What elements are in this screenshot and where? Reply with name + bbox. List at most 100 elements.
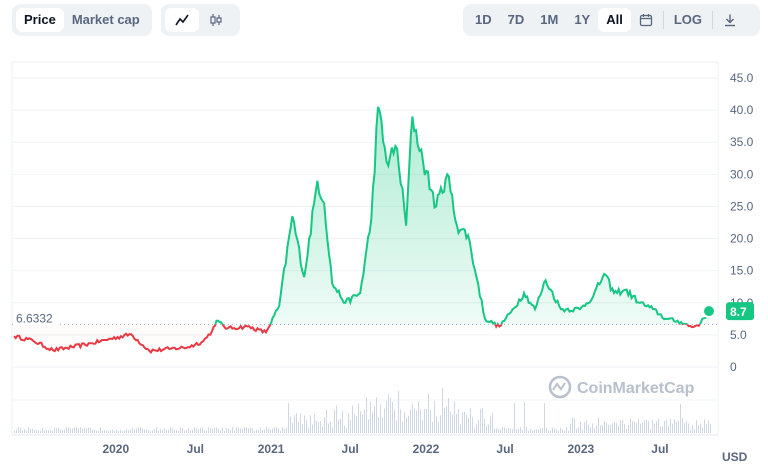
volume-bar [470,408,471,433]
volume-bar [324,417,325,433]
volume-bar [628,425,629,433]
download-icon[interactable] [715,8,745,32]
volume-bar [494,429,495,433]
reference-line: 6.6332 [12,311,718,326]
volume-bar [522,429,523,433]
volume-bar [362,414,363,433]
volume-bar [46,429,47,433]
volume-bar [344,425,345,433]
volume-bar [454,401,455,433]
volume-bar [406,417,407,433]
volume-bar [668,426,669,433]
calendar-icon[interactable] [631,8,661,32]
volume-bar [546,427,547,433]
x-tick-label: 2020 [102,442,129,456]
volume-bar [102,430,103,433]
range-all-button[interactable]: All [598,8,631,32]
volume-bar [312,424,313,433]
y-tick-label: 35.0 [730,135,754,149]
volume-bar [520,427,521,433]
volume-bar [174,430,175,433]
volume-bar [218,428,219,433]
volume-bar [156,427,157,433]
volume-bar [330,421,331,433]
price-tab[interactable]: Price [16,8,64,32]
volume-bar [558,430,559,433]
range-7d-button[interactable]: 7D [507,12,525,27]
volume-bar [612,423,613,433]
volume-bar [98,430,99,433]
volume-bar [128,430,129,433]
line-chart-icon[interactable] [165,8,199,32]
volume-bar [452,414,453,433]
volume-bar [608,424,609,433]
volume-bar [302,424,303,433]
volume-bar [610,424,611,433]
toolbar-divider [712,11,714,29]
price-area [14,106,709,353]
volume-bar [172,428,173,433]
volume-bar [154,429,155,433]
volume-bar [532,430,533,433]
volume-bar [648,421,649,433]
volume-bar [190,430,191,433]
candlestick-icon[interactable] [199,8,233,32]
volume-bar [700,423,701,433]
volume-bar [688,423,689,433]
volume-bar [596,425,597,433]
volume-bar [294,415,295,433]
volume-bar [436,416,437,433]
volume-bar [670,419,671,433]
volume-bar [634,421,635,433]
volume-bar [600,425,601,433]
volume-bar [660,426,661,433]
volume-bar [16,429,17,433]
range-1y-button[interactable]: 1Y [574,12,591,27]
volume-bar [674,419,675,433]
x-tick-label: 2022 [413,442,440,456]
volume-bar [106,430,107,433]
volume-bar [306,420,307,433]
volume-bar [686,420,687,433]
volume-bar [392,402,393,433]
market-cap-tab[interactable]: Market cap [71,12,140,27]
range-1m-button[interactable]: 1M [540,12,559,27]
volume-bar [488,424,489,433]
volume-bar [352,405,353,433]
volume-bar [146,429,147,433]
range-1d-button[interactable]: 1D [475,12,492,27]
volume-bar [614,422,615,433]
volume-bar [336,405,337,433]
volume-bar [322,426,323,433]
volume-bar [708,420,709,433]
volume-bar [638,419,639,433]
x-tick-label: Jul [187,442,204,456]
volume-bar [286,427,287,433]
volume-bar [376,397,377,433]
volume-bar [132,427,133,433]
volume-bar [526,427,527,433]
volume-bar [272,428,273,433]
volume-bar [682,417,683,433]
volume-bar [222,427,223,433]
volume-bar [504,427,505,433]
volume-bar [100,427,101,433]
volume-bar [604,420,605,433]
volume-bar [398,390,399,433]
volume-bar [138,427,139,433]
log-scale-button[interactable]: LOG [673,12,703,27]
volume-bar [642,422,643,433]
volume-bar [420,409,421,433]
volume-bar [554,428,555,433]
volume-bar [204,430,205,433]
price-line-below [13,324,701,354]
volume-bar [690,430,691,433]
volume-bar [92,429,93,433]
volume-bar [320,421,321,433]
volume-bar [656,421,657,433]
volume-bar [684,423,685,433]
volume-bar [114,430,115,433]
volume-bar [678,420,679,433]
metric-toggle: Price Market cap [12,4,152,36]
